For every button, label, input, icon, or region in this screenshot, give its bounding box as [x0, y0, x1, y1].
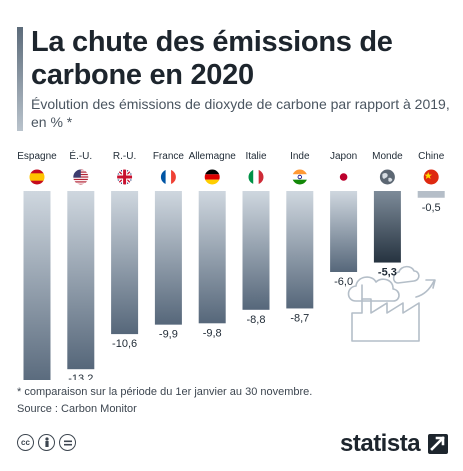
- no-derivatives-icon: [59, 434, 76, 451]
- bar-chine: [417, 191, 445, 198]
- bar-allemagne: [198, 191, 226, 324]
- bar-e-u: [67, 191, 95, 370]
- bar-group-espagne: Espagne-14,6: [17, 151, 57, 380]
- category-label-chine: Chine: [418, 151, 445, 162]
- bar-japon: [330, 191, 358, 272]
- bar-italie: [242, 191, 270, 310]
- category-label-monde: Monde: [372, 151, 403, 162]
- flag-uk-icon: [116, 168, 134, 186]
- flag-india-icon: [291, 168, 309, 186]
- chart-title: La chute des émissions de carbone en 202…: [31, 26, 393, 91]
- bar-group-allemagne: Allemagne -9,8: [189, 151, 237, 339]
- flag-usa-icon: [72, 168, 90, 186]
- footnote: * comparaison sur la période du 1er janv…: [17, 386, 313, 398]
- category-label-japon: Japon: [330, 151, 357, 162]
- category-label-espagne: Espagne: [17, 151, 57, 162]
- statista-logo: statista: [340, 430, 421, 457]
- value-label-chine: -0,5: [422, 202, 441, 214]
- value-label-japon: -6,0: [334, 276, 353, 288]
- bar-group-japon: Japon -6,0: [330, 151, 357, 288]
- title-accent-bar: [17, 27, 23, 131]
- flag-china-icon: [422, 168, 440, 186]
- flag-france-icon: [159, 168, 177, 186]
- bar-group-r-u: R.-U. -10,6: [111, 151, 139, 350]
- bar-group-chine: Chine -0,5: [417, 151, 445, 214]
- value-label-italie: -8,8: [247, 314, 266, 326]
- category-label-france: France: [153, 151, 185, 162]
- flag-italy-icon: [247, 168, 265, 186]
- category-label-inde: Inde: [290, 151, 310, 162]
- bar-group-france: France -9,9: [153, 151, 185, 341]
- bar-espagne: [23, 191, 51, 380]
- bar-group-monde: Monde -5,3: [372, 151, 403, 279]
- category-label-e-u: É.-U.: [69, 149, 92, 162]
- flag-japan-icon: [335, 168, 353, 186]
- category-label-allemagne: Allemagne: [189, 151, 237, 162]
- value-label-allemagne: -9,8: [203, 327, 222, 339]
- factory-smoke-illustration: [347, 265, 436, 342]
- attribution-icon: [38, 434, 55, 451]
- value-label-e-u: -13,2: [68, 373, 93, 380]
- globe-icon: [378, 168, 396, 186]
- bar-france: [154, 191, 182, 325]
- cc-icon: cc: [17, 434, 34, 451]
- value-label-r-u: -10,6: [112, 338, 137, 350]
- category-label-r-u: R.-U.: [113, 151, 136, 162]
- bar-group-inde: Inde -8,7: [286, 151, 314, 324]
- value-label-inde: -8,7: [290, 312, 309, 324]
- bar-inde: [286, 191, 314, 309]
- bar-monde: [373, 191, 401, 263]
- bar-group-italie: Italie -8,8: [242, 151, 270, 326]
- flag-spain-icon: [28, 168, 46, 186]
- value-label-monde: -5,3: [378, 267, 397, 279]
- bar-r-u: [111, 191, 139, 335]
- category-label-italie: Italie: [245, 151, 267, 162]
- value-label-france: -9,9: [159, 329, 178, 341]
- flag-germany-icon: [203, 168, 221, 186]
- bar-chart: Espagne-14,6 É.-U. -13,2 R.-U. -10,6 France -9…: [17, 149, 445, 380]
- source-note: Source : Carbon Monitor: [17, 403, 137, 415]
- bar-group-e-u: É.-U. -13,2: [67, 149, 95, 380]
- statista-logo-mark-icon: [428, 434, 448, 454]
- chart-subtitle: Évolution des émissions de dioxyde de ca…: [31, 96, 450, 130]
